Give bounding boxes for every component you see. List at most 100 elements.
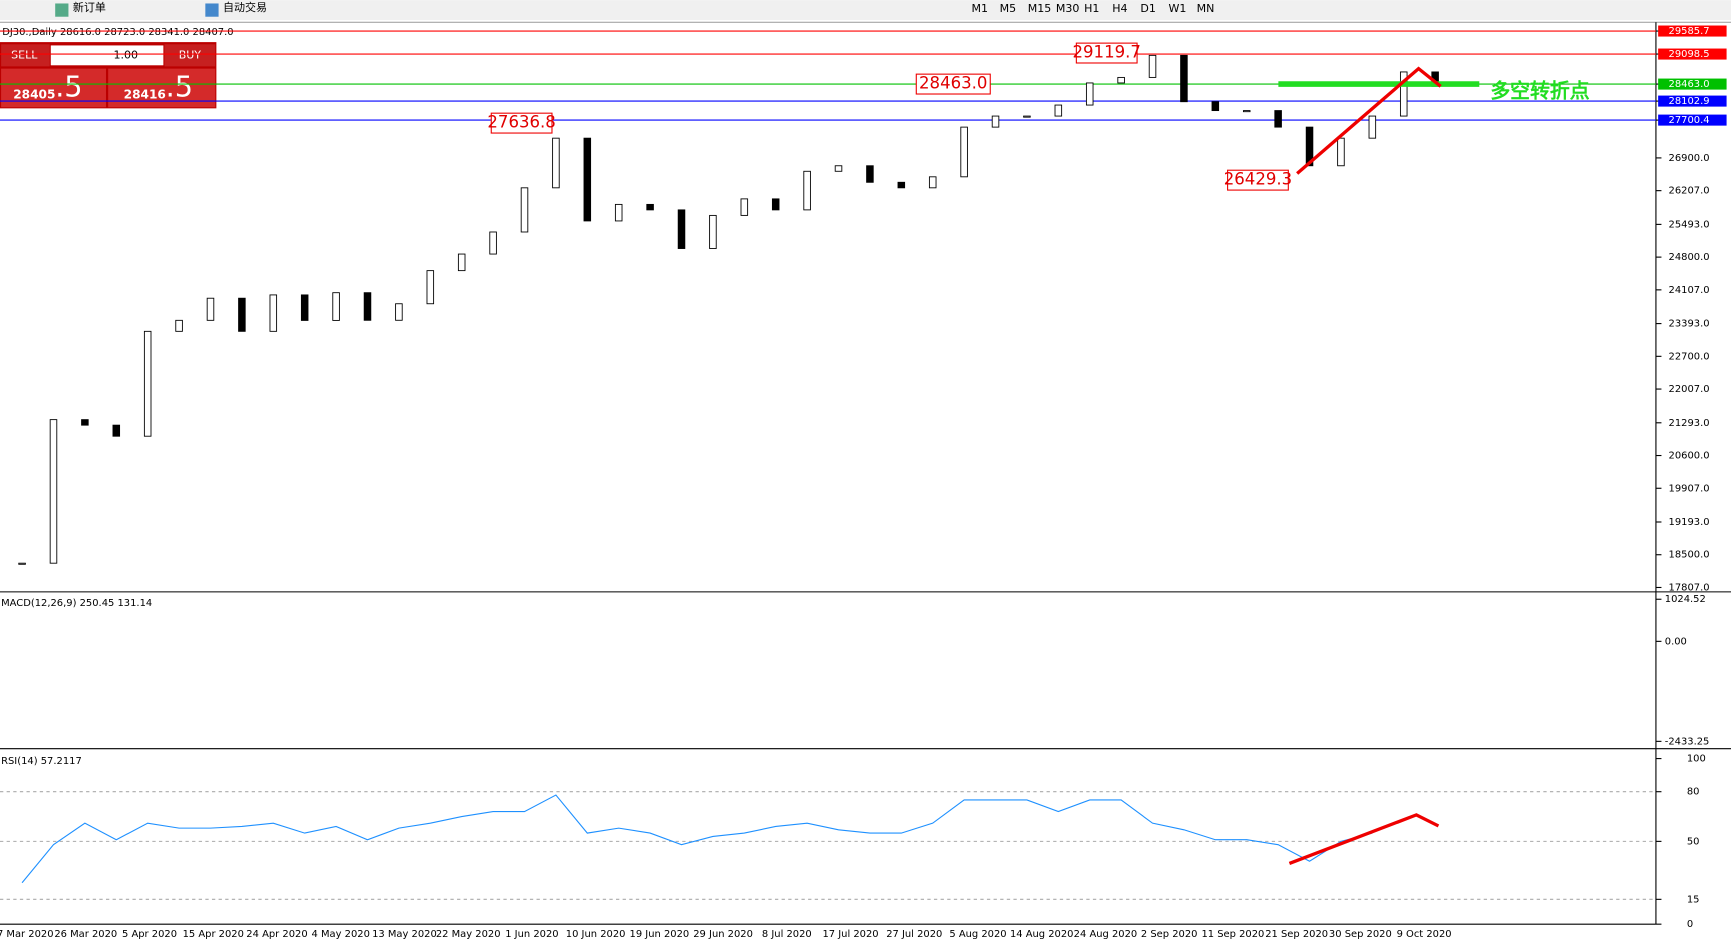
- new-order-icon[interactable]: [55, 3, 69, 17]
- candle-body: [1368, 115, 1377, 139]
- date-label: 9 Oct 2020: [1397, 929, 1452, 940]
- date-label: 5 Apr 2020: [122, 929, 177, 940]
- date-label: 24 Aug 2020: [1074, 929, 1138, 940]
- candle-body: [489, 231, 497, 255]
- candle-body: [897, 181, 906, 189]
- timeframe-button[interactable]: H1: [1084, 2, 1099, 15]
- trend-arrow: [1296, 66, 1442, 175]
- candle-body: [740, 198, 749, 216]
- candle-body: [206, 297, 215, 321]
- price-tick-label: 24107.0: [1669, 285, 1710, 296]
- timeframe-button[interactable]: D1: [1140, 2, 1156, 15]
- price-tick-label: 21293.0: [1669, 418, 1710, 429]
- macd-tick-label: 0.00: [1665, 636, 1687, 647]
- candle-body: [457, 253, 466, 272]
- rsi-title: RSI(14) 57.2117: [1, 756, 82, 767]
- rsi-trend-arrow: [1288, 813, 1440, 866]
- price-tick-label: 19193.0: [1669, 517, 1710, 528]
- volume-field[interactable]: [50, 45, 164, 66]
- candle-body: [834, 165, 843, 172]
- candle-body: [866, 165, 874, 183]
- sell-price-main[interactable]: 28405: [13, 88, 55, 102]
- candle-body: [1399, 71, 1408, 117]
- candle-body: [300, 294, 309, 321]
- timeframe-button[interactable]: M30: [1056, 2, 1080, 15]
- timeframe-button[interactable]: MN: [1197, 2, 1215, 15]
- price-annotation: 28463.0: [919, 74, 987, 93]
- sell-button[interactable]: [1, 44, 50, 67]
- date-label: 19 Jun 2020: [630, 929, 690, 940]
- candle-body: [520, 187, 529, 233]
- candle-body: [332, 292, 340, 321]
- candle-body: [552, 137, 560, 189]
- rsi-tick-label: 0: [1687, 919, 1693, 930]
- price-tick-label: 24800.0: [1669, 252, 1710, 263]
- candle-body: [1305, 126, 1314, 167]
- price-level-badge: [1658, 78, 1727, 90]
- price-tick-label: 26900.0: [1669, 153, 1710, 164]
- candle-body: [991, 115, 1000, 128]
- auto-trading-icon[interactable]: [205, 3, 219, 17]
- candle-body: [395, 303, 403, 321]
- price-tick-label: 18500.0: [1669, 550, 1710, 561]
- date-label: 17 Jul 2020: [822, 929, 878, 940]
- candle-body: [1085, 82, 1094, 106]
- toolbar: [0, 0, 1731, 21]
- price-annotation-box: [1075, 42, 1138, 64]
- date-label: 5 Aug 2020: [949, 929, 1006, 940]
- macd-tick-label: 1024.52: [1665, 594, 1706, 605]
- price-tick-label: 17807.0: [1669, 582, 1710, 593]
- price-tick-label: 28102.9: [1669, 96, 1710, 107]
- price-tick-label: 27700.4: [1669, 115, 1710, 126]
- date-label: 2 Sep 2020: [1141, 929, 1198, 940]
- price-tick-label: 29098.5: [1669, 49, 1710, 60]
- date-label: 30 Sep 2020: [1329, 929, 1392, 940]
- date-label: 24 Apr 2020: [246, 929, 307, 940]
- price-tick-label: 23393.0: [1669, 319, 1710, 330]
- candle-body: [1337, 137, 1345, 167]
- timeframe-button[interactable]: H4: [1112, 2, 1127, 15]
- date-label: 11 Sep 2020: [1201, 929, 1264, 940]
- buy-button[interactable]: [164, 44, 216, 67]
- candle-body: [709, 214, 717, 249]
- candle-body: [143, 330, 152, 437]
- candle-body: [238, 297, 246, 332]
- price-annotation: 26429.3: [1224, 170, 1292, 189]
- candle-body: [81, 419, 89, 426]
- auto-trading-button[interactable]: 自动交易: [223, 0, 267, 14]
- timeframe-button[interactable]: W1: [1169, 2, 1187, 15]
- price-tick-label: 20600.0: [1669, 451, 1710, 462]
- price-annotation-box: [915, 73, 991, 95]
- chart-header: DJ30.,Daily 28616.0 28723.0 28341.0 2840…: [2, 27, 233, 38]
- sell-price-frac[interactable]: .5: [55, 69, 82, 103]
- macd-title: MACD(12,26,9) 250.45 131.14: [1, 598, 152, 609]
- timeframe-button[interactable]: M1: [971, 2, 988, 15]
- candle-body: [928, 176, 937, 189]
- volume-value[interactable]: 1.00: [113, 48, 138, 61]
- price-level-badge: [1658, 95, 1727, 107]
- macd-tick-label: -2433.25: [1665, 736, 1710, 747]
- price-level-badge: [1658, 48, 1727, 60]
- candle-body: [583, 137, 592, 222]
- new-order-button[interactable]: 新订单: [73, 0, 106, 14]
- candle-body: [677, 209, 686, 249]
- buy-price-frac[interactable]: .5: [166, 69, 193, 103]
- timeframe-button[interactable]: M5: [1000, 2, 1017, 15]
- price-annotation: 29119.7: [1072, 43, 1140, 62]
- price-tick-label: 22007.0: [1669, 384, 1710, 395]
- sell-label[interactable]: SELL: [11, 48, 38, 61]
- buy-label[interactable]: BUY: [179, 48, 202, 61]
- candle-body: [1054, 104, 1063, 117]
- date-label: 22 May 2020: [436, 929, 501, 940]
- buy-price-main[interactable]: 28416: [124, 88, 166, 102]
- timeframe-button[interactable]: M15: [1028, 2, 1052, 15]
- price-annotation-box: [490, 112, 553, 134]
- price-annotation-box: [1227, 169, 1289, 191]
- candle-body: [646, 203, 654, 211]
- date-label: 1 Jun 2020: [505, 929, 558, 940]
- price-tick-label: 25493.0: [1669, 219, 1710, 230]
- price-annotation: 27636.8: [487, 113, 555, 132]
- candle-body: [614, 203, 623, 222]
- price-tick-label: 26207.0: [1669, 186, 1710, 197]
